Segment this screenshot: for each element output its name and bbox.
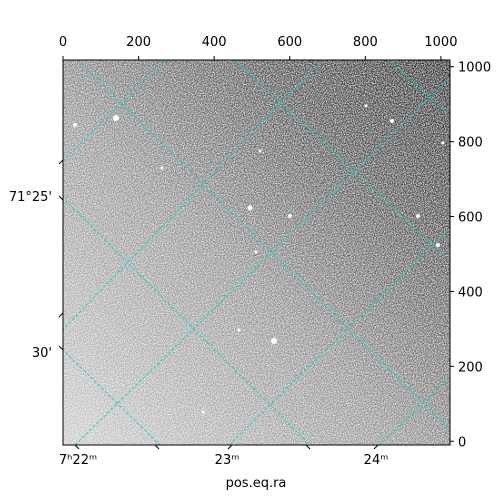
y-tick-label: 800	[458, 136, 483, 151]
wcs-grid-line	[378, 376, 450, 445]
dec-tick-label: 71°25'	[9, 190, 52, 205]
wcs-grid-line	[63, 349, 161, 445]
wcs-grid-line	[74, 77, 450, 445]
y-tick-label: 400	[458, 285, 483, 300]
coordinate-grid	[63, 60, 450, 445]
dec-tick-label: 30'	[32, 346, 52, 361]
y-tick-label: 1000	[458, 61, 491, 76]
wcs-grid-line	[63, 60, 324, 331]
y-tick-label: 0	[458, 435, 466, 450]
x-tick-label: 600	[277, 35, 302, 50]
wcs-grid-line	[63, 197, 311, 445]
wcs-ticks	[58, 159, 379, 450]
x-tick-label: 0	[59, 35, 67, 50]
wcs-grid-line	[63, 60, 168, 161]
ra-tick-label: 7ʰ22ᵐ	[59, 453, 97, 468]
x-tick-label: 400	[202, 35, 227, 50]
x-tick-label: 1000	[424, 35, 457, 50]
ra-tick-label: 24ᵐ	[364, 453, 389, 468]
y-tick-label: 200	[458, 360, 483, 375]
wcs-grid-line	[389, 60, 450, 117]
ra-tick-label: 23ᵐ	[215, 453, 240, 468]
sky-image	[63, 60, 450, 445]
plot-frame	[62, 59, 451, 446]
x-tick-label: 200	[126, 35, 151, 50]
wcs-grid-line	[228, 227, 450, 445]
x-tick-label: 800	[353, 35, 378, 50]
wcs-grid-line	[234, 60, 450, 262]
y-tick-label: 600	[458, 211, 483, 226]
x-axis-label: pos.eq.ra	[226, 476, 287, 491]
